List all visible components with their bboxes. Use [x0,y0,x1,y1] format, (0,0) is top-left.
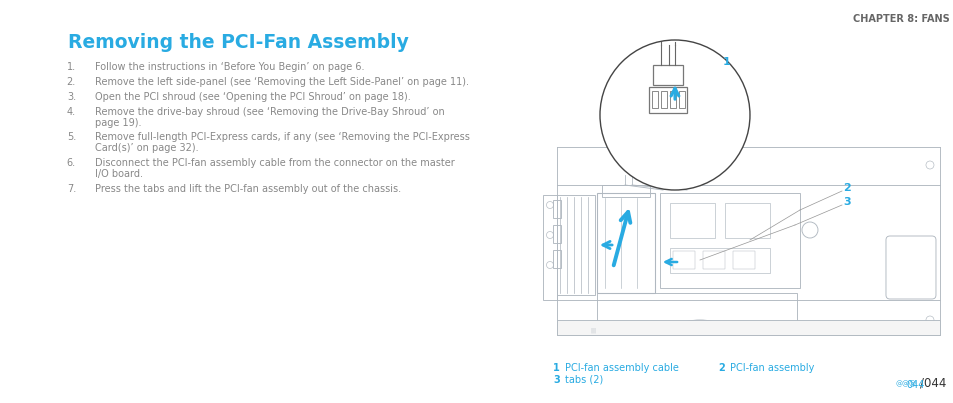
Text: 1.: 1. [67,62,76,72]
Bar [732,251,754,269]
Text: Remove full-length PCI-Express cards, if any (see ‘Removing the PCI-Express: Remove full-length PCI-Express cards, if… [95,133,470,143]
Bar [652,65,682,85]
Bar [597,193,655,293]
Text: @@@: @@@ [895,380,916,387]
Bar [660,91,666,108]
Text: PCI-fan assembly cable: PCI-fan assembly cable [564,363,679,373]
Text: /044: /044 [919,376,945,389]
Bar [669,91,676,108]
Bar [679,91,684,108]
Bar [669,203,714,238]
Bar [553,200,560,218]
Text: 5.: 5. [67,133,76,143]
Text: CHAPTER 8: FANS: CHAPTER 8: FANS [852,14,949,24]
Text: PCI-fan assembly: PCI-fan assembly [729,363,814,373]
Text: Open the PCI shroud (see ‘Opening the PCI Shroud’ on page 18).: Open the PCI shroud (see ‘Opening the PC… [95,92,411,102]
Text: 1: 1 [553,363,559,373]
Text: Remove the drive-bay shroud (see ‘Removing the Drive-Bay Shroud’ on: Remove the drive-bay shroud (see ‘Removi… [95,107,444,117]
Bar [597,293,796,335]
Circle shape [599,40,749,190]
Text: 2: 2 [842,183,850,193]
Text: Card(s)’ on page 32).: Card(s)’ on page 32). [95,143,198,153]
Text: Remove the left side-panel (see ‘Removing the Left Side-Panel’ on page 11).: Remove the left side-panel (see ‘Removin… [95,77,469,87]
Text: 2.: 2. [67,77,76,87]
Bar [542,195,557,300]
Bar [601,185,649,197]
Text: |||: ||| [589,327,596,333]
Polygon shape [557,320,939,335]
Bar [672,251,694,269]
Text: Press the tabs and lift the PCI-fan assembly out of the chassis.: Press the tabs and lift the PCI-fan asse… [95,183,400,193]
Bar [702,251,724,269]
Text: Disconnect the PCI-fan assembly cable from the connector on the master: Disconnect the PCI-fan assembly cable fr… [95,158,455,168]
Bar [651,91,658,108]
Bar [553,250,560,268]
Text: 3.: 3. [67,92,76,102]
Text: 1: 1 [722,57,730,67]
Bar [659,193,800,288]
Bar [648,87,686,113]
Text: tabs (2): tabs (2) [564,375,602,385]
Text: Follow the instructions in ‘Before You Begin’ on page 6.: Follow the instructions in ‘Before You B… [95,62,364,72]
Text: 7.: 7. [67,183,76,193]
Text: 4.: 4. [67,107,76,117]
Text: Removing the PCI-Fan Assembly: Removing the PCI-Fan Assembly [68,33,409,52]
Text: 2: 2 [718,363,724,373]
Bar [553,225,560,243]
Text: I/O board.: I/O board. [95,168,143,179]
Bar [724,203,769,238]
Text: 044: 044 [905,380,923,390]
Text: 3: 3 [842,197,850,207]
Text: 6.: 6. [67,158,76,168]
Text: page 19).: page 19). [95,118,141,127]
Text: 3: 3 [553,375,559,385]
Bar [557,195,595,295]
Bar [669,248,769,273]
